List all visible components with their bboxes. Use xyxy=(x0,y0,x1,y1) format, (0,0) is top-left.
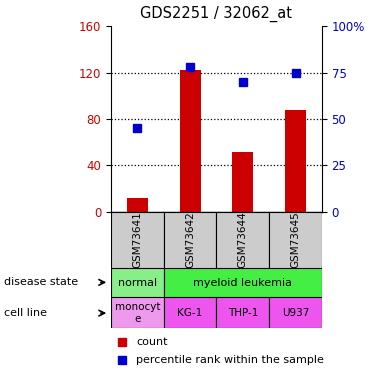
Bar xyxy=(269,212,322,268)
Text: KG-1: KG-1 xyxy=(178,308,203,318)
Text: disease state: disease state xyxy=(4,278,78,287)
Text: percentile rank within the sample: percentile rank within the sample xyxy=(136,355,324,365)
Text: normal: normal xyxy=(118,278,157,288)
Bar xyxy=(127,198,148,212)
Bar xyxy=(164,268,322,297)
Bar xyxy=(216,212,269,268)
Bar xyxy=(164,297,216,328)
Text: GSM73645: GSM73645 xyxy=(290,211,300,268)
Text: count: count xyxy=(136,336,168,346)
Text: GSM73644: GSM73644 xyxy=(238,211,248,268)
Title: GDS2251 / 32062_at: GDS2251 / 32062_at xyxy=(141,6,292,22)
Bar xyxy=(216,297,269,328)
Text: U937: U937 xyxy=(282,308,309,318)
Text: myeloid leukemia: myeloid leukemia xyxy=(193,278,292,288)
Bar xyxy=(285,110,306,212)
Bar xyxy=(111,297,164,328)
Text: cell line: cell line xyxy=(4,308,47,318)
Bar xyxy=(179,70,201,212)
Text: monocyt
e: monocyt e xyxy=(115,302,160,324)
Bar xyxy=(269,297,322,328)
Bar xyxy=(111,212,164,268)
Text: GSM73642: GSM73642 xyxy=(185,211,195,268)
Text: GSM73641: GSM73641 xyxy=(132,211,142,268)
Bar xyxy=(111,268,164,297)
Text: THP-1: THP-1 xyxy=(228,308,258,318)
Bar xyxy=(164,212,216,268)
Bar xyxy=(232,152,253,212)
